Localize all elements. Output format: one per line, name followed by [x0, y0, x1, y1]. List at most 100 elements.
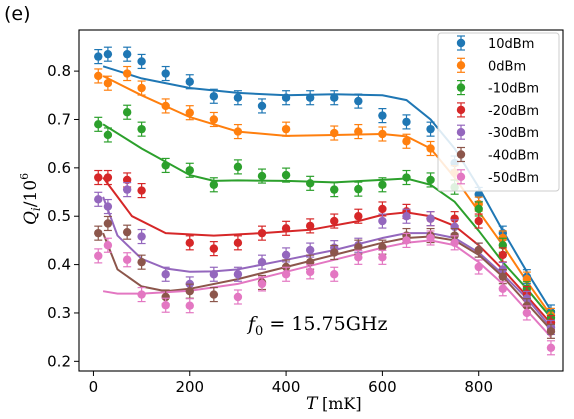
data-point--50dBm	[103, 237, 113, 253]
legend-entry: -40dBm	[456, 146, 539, 164]
data-point-10dBm	[378, 108, 387, 124]
legend: 10dBm 0dBm -10dBm -20dBm -30dBm -40dBm -50dBm	[437, 32, 560, 192]
annotation: f0 = 15.75GHz	[246, 313, 387, 339]
data-point--10dBm	[185, 162, 194, 178]
x-tick-label: 200	[175, 378, 204, 396]
data-point--20dBm	[257, 225, 267, 241]
data-point--50dBm	[426, 230, 435, 246]
panel-label: (e)	[4, 3, 31, 25]
data-point-0dBm	[378, 126, 387, 142]
data-point--30dBm	[94, 191, 103, 207]
data-point--10dBm	[426, 172, 435, 188]
x-axis-label-unit: [mK]	[322, 394, 362, 413]
data-point--10dBm	[330, 182, 339, 198]
data-point-0dBm	[103, 75, 113, 91]
data-point-10dBm	[122, 46, 132, 62]
data-point-10dBm	[305, 90, 315, 106]
data-point-0dBm	[185, 105, 194, 121]
data-point-0dBm	[233, 123, 243, 140]
legend-entry: -10dBm	[456, 79, 539, 97]
data-point--20dBm	[103, 169, 113, 186]
data-point--10dBm	[305, 175, 315, 191]
data-point-10dBm	[354, 93, 363, 109]
fit-line-10dBm	[102, 65, 552, 312]
data-point--50dBm	[94, 248, 103, 264]
data-point--30dBm	[161, 266, 170, 282]
data-point-10dBm	[233, 90, 243, 106]
data-point--50dBm	[185, 298, 194, 314]
data-point--20dBm	[209, 241, 219, 257]
data-point--50dBm	[498, 281, 508, 297]
legend-entry: 10dBm	[456, 35, 534, 52]
data-point--30dBm	[257, 254, 267, 270]
data-point--40dBm	[474, 242, 483, 258]
legend-label: -30dBm	[488, 126, 539, 141]
data-point--40dBm	[330, 244, 339, 261]
data-point--50dBm	[122, 252, 132, 268]
legend-marker	[456, 150, 466, 159]
y-axis-title: Qi/106	[18, 173, 43, 225]
x-tick-label: 600	[368, 378, 397, 396]
data-point--10dBm	[209, 177, 219, 193]
axis-ticks: 0 200 400 600 800 0.2 0.3 0.4 0.5 0.6 0.7 0.8	[47, 62, 493, 396]
data-point--40dBm	[546, 323, 556, 339]
data-point-0dBm	[137, 80, 146, 96]
y-tick-label: 0.7	[47, 110, 71, 128]
plot-area: 0 200 400 600 800 0.2 0.3 0.4 0.5 0.6 0.7 0.8	[47, 29, 564, 396]
data-point--40dBm	[209, 286, 219, 303]
data-point--20dBm	[185, 235, 194, 251]
data-point-0dBm	[209, 111, 219, 128]
data-point--50dBm	[257, 276, 267, 292]
legend-entry: 0dBm	[456, 57, 526, 74]
data-point--30dBm	[122, 182, 132, 198]
data-point-10dBm	[209, 88, 219, 104]
legend-entry: -50dBm	[456, 169, 539, 186]
x-tick-label: 800	[464, 378, 493, 396]
data-point--50dBm	[137, 286, 146, 303]
data-point--10dBm	[402, 169, 411, 186]
data-point--30dBm	[137, 228, 146, 245]
x-tick-label: 0	[89, 378, 99, 396]
legend-entry: -30dBm	[456, 124, 539, 141]
data-point--20dBm	[137, 182, 146, 199]
legend-marker	[456, 105, 466, 115]
data-point--40dBm	[185, 283, 194, 299]
data-point--30dBm	[378, 213, 387, 229]
data-point--10dBm	[233, 159, 243, 175]
data-point--50dBm	[330, 266, 339, 282]
legend-marker	[456, 38, 466, 48]
data-point--30dBm	[402, 208, 411, 224]
legend-label: -20dBm	[488, 104, 539, 119]
data-point--40dBm	[122, 224, 132, 240]
y-axis-label-symbol: Qi/106	[18, 173, 43, 225]
data-point-0dBm	[161, 98, 170, 114]
data-point-10dBm	[257, 98, 267, 114]
legend-entry: -20dBm	[456, 102, 539, 119]
frequency-annotation: f0 = 15.75GHz	[246, 313, 387, 339]
y-tick-label: 0.5	[47, 207, 71, 225]
data-point--10dBm	[137, 121, 146, 137]
data-point-10dBm	[137, 53, 146, 70]
data-point--20dBm	[354, 208, 363, 224]
legend-marker	[456, 83, 466, 92]
data-point-0dBm	[426, 140, 435, 157]
legend-marker	[456, 61, 466, 70]
data-point--10dBm	[161, 157, 170, 174]
y-tick-label: 0.6	[47, 159, 71, 177]
legend-label: 10dBm	[488, 37, 534, 52]
data-point--20dBm	[281, 220, 291, 236]
data-point--50dBm	[378, 249, 387, 265]
data-point--50dBm	[161, 297, 170, 313]
data-point--10dBm	[378, 177, 387, 193]
data-point--10dBm	[103, 127, 113, 143]
legend-marker	[456, 128, 466, 137]
y-tick-label: 0.2	[47, 352, 71, 370]
data-point-10dBm	[330, 90, 339, 106]
y-tick-label: 0.3	[47, 304, 71, 322]
data-point-0dBm	[94, 68, 103, 84]
data-point-10dBm	[185, 74, 194, 90]
x-axis-label-symbol: T	[306, 394, 319, 414]
data-point-10dBm	[94, 49, 103, 65]
data-point-0dBm	[122, 65, 132, 82]
